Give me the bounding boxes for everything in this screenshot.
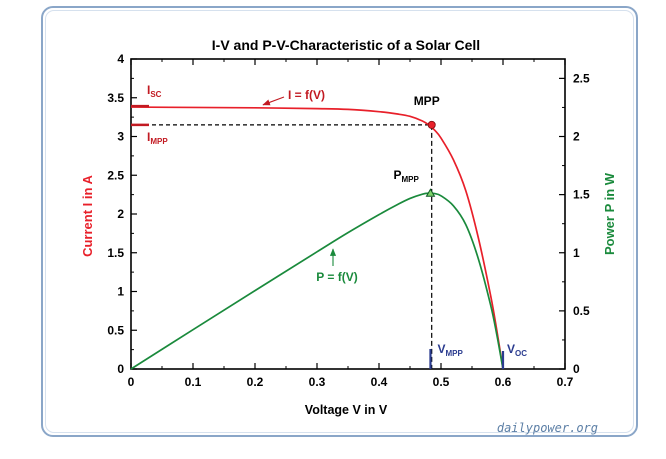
- pv-curve-label: P = f(V): [316, 270, 357, 284]
- pmpp-label: PMPP: [393, 168, 419, 184]
- pv-curve: [130, 192, 504, 370]
- y-left-tick-label: 0.5: [107, 323, 124, 337]
- y-axis-left-label: Current I in A: [80, 174, 95, 256]
- y-left-tick-label: 3.5: [107, 91, 124, 105]
- x-tick-label: 0.4: [371, 375, 388, 389]
- y-axis-right-label: Power P in W: [602, 172, 617, 255]
- voc-label: VOC: [507, 342, 527, 358]
- y-right-tick-label: 2: [573, 130, 580, 144]
- plot-frame: [130, 58, 566, 370]
- watermark: dailypower.org: [497, 421, 598, 435]
- iv-curve-label: I = f(V): [288, 88, 325, 102]
- y-left-tick-label: 2.5: [107, 168, 124, 182]
- y-left-tick-label: 2: [117, 207, 124, 221]
- axes: 0 0.1 0.2 0.3 0.4 0.5 0.6 0.700.511.522.533.540…: [107, 52, 590, 389]
- pmpp-point: [425, 188, 436, 197]
- x-tick-label: 0: [128, 375, 135, 389]
- y-left-tick-label: 3: [117, 130, 124, 144]
- y-right-tick-label: 2.5: [573, 71, 590, 85]
- y-right-tick-label: 0: [573, 362, 580, 376]
- mpp-guides: [131, 124, 433, 369]
- iv-curve: [130, 106, 504, 370]
- isc-label: ISC: [147, 83, 162, 99]
- mpp-label: MPP: [414, 94, 440, 108]
- x-tick-label: 0.1: [185, 375, 202, 389]
- mpp-point: [427, 120, 436, 129]
- y-right-tick-label: 1: [573, 246, 580, 260]
- iv-label-arrow: [262, 96, 285, 106]
- y-left-tick-label: 1.5: [107, 246, 124, 260]
- x-tick-label: 0.7: [557, 375, 574, 389]
- y-left-tick-label: 1: [117, 285, 124, 299]
- y-left-tick-label: 4: [117, 52, 124, 66]
- y-right-tick-label: 0.5: [573, 304, 590, 318]
- annotations: MPP PMPP ISC IMPP VMPP VOC I = f(V) P = f(V): [131, 83, 527, 369]
- x-tick-label: 0.6: [495, 375, 512, 389]
- x-tick-label: 0.3: [309, 375, 326, 389]
- y-left-tick-label: 0: [117, 362, 124, 376]
- outer-frame: [41, 6, 638, 437]
- inner-frame: [45, 10, 634, 433]
- curves: [130, 106, 504, 370]
- x-tick-label: 0.2: [247, 375, 264, 389]
- y-right-tick-label: 1.5: [573, 188, 590, 202]
- impp-label: IMPP: [147, 130, 168, 146]
- chart-title: I-V and P-V-Characteristic of a Solar Ce…: [212, 37, 480, 53]
- vmpp-label: VMPP: [437, 342, 463, 358]
- x-axis-label: Voltage V in V: [305, 403, 388, 417]
- x-tick-label: 0.5: [433, 375, 450, 389]
